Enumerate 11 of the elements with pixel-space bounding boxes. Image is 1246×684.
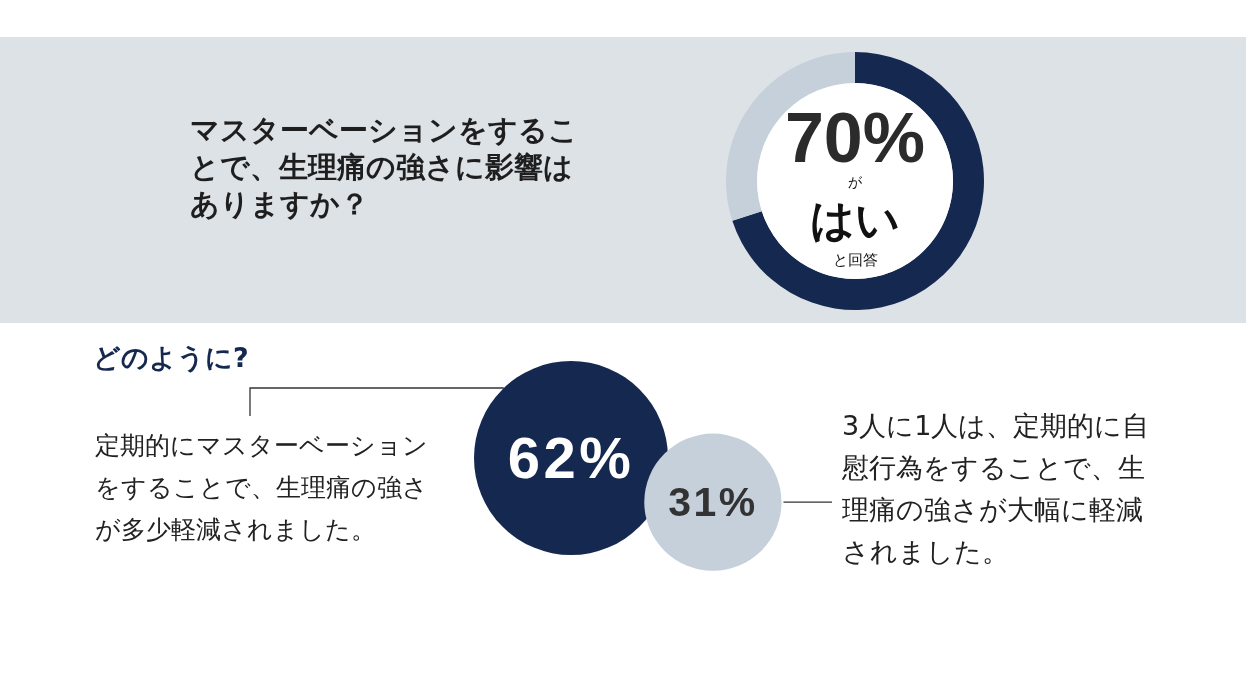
data-label: 62% <box>507 425 635 490</box>
data-label: 70% <box>783 98 927 177</box>
category-label: 3人に1人は、定期的に自慰行為をすることで、生理痛の強さが大幅に軽減されました。 <box>842 409 1151 569</box>
donut-slice <box>732 52 984 310</box>
text: マスターベーションをすることで、生理痛の強さに影響はありますか？ <box>190 112 579 223</box>
text: が <box>847 174 863 190</box>
text: どのように? <box>93 342 249 374</box>
text: と回答 <box>831 250 879 269</box>
slice-label: はい <box>809 194 901 245</box>
category-label: 定期的にマスターベーションをすることで、生理痛の強さが多少軽減されました。 <box>95 430 429 546</box>
data-label: 31% <box>668 478 758 525</box>
